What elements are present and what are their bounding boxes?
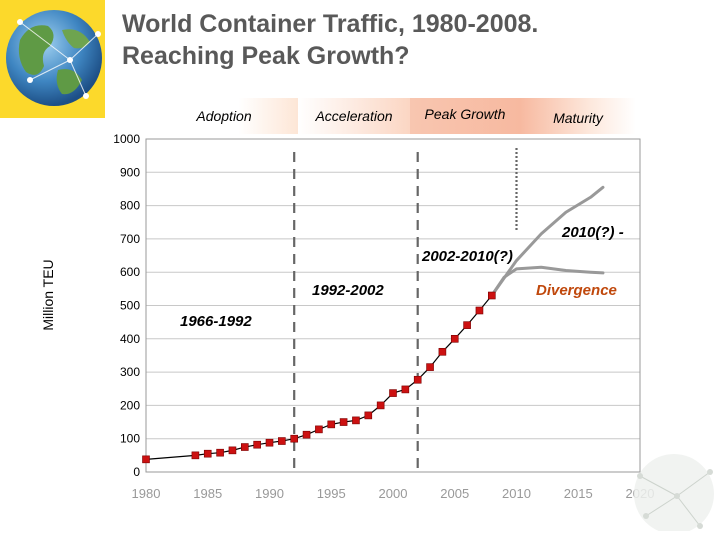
phase-peak-growth: Peak Growth — [410, 98, 520, 134]
x-tick-label: 2005 — [440, 486, 469, 501]
data-point — [413, 375, 422, 384]
annotation-1992-2002: 1992-2002 — [312, 282, 384, 299]
data-point — [438, 347, 447, 356]
projection-line-low — [490, 265, 605, 298]
phase-peak-growth-label: Peak Growth — [424, 106, 506, 122]
x-tick-label: 1985 — [193, 486, 222, 501]
annotation-2010: 2010(?) - — [562, 224, 624, 241]
y-axis-label: Million TEU — [40, 259, 56, 331]
annotation-divergence: Divergence — [536, 282, 617, 299]
plot-frame — [145, 138, 641, 473]
y-tick-label: 800 — [120, 199, 140, 213]
data-point — [203, 449, 212, 458]
phase-maturity-label: Maturity — [553, 110, 603, 126]
y-tick-label: 0 — [133, 465, 140, 479]
x-tick-label: 2010 — [502, 486, 531, 501]
y-tick-label: 700 — [120, 232, 140, 246]
data-point — [352, 416, 360, 425]
phase-acceleration-label: Acceleration — [315, 108, 393, 124]
x-tick-label: 1980 — [132, 486, 161, 501]
data-point — [142, 455, 150, 464]
data-point — [216, 448, 224, 457]
data-point — [463, 321, 471, 329]
data-point — [315, 425, 323, 434]
annotation-2002-2010: 2002-2010(?) — [422, 248, 513, 265]
data-point — [339, 418, 348, 426]
data-point — [475, 306, 484, 315]
y-tick-label: 100 — [120, 432, 140, 446]
title-line-1: World Container Traffic, 1980-2008. — [122, 10, 539, 38]
data-point — [191, 451, 200, 460]
globe-watermark-icon — [634, 454, 714, 531]
y-tick-label: 600 — [120, 265, 140, 279]
y-tick-label: 900 — [120, 165, 140, 179]
globe-logo-icon — [6, 10, 102, 106]
data-point — [426, 363, 434, 371]
data-point — [265, 438, 274, 447]
y-tick-label: 300 — [120, 365, 140, 379]
data-point — [241, 443, 249, 451]
data-point — [327, 420, 336, 429]
data-point — [450, 334, 459, 343]
slide-title: World Container Traffic, 1980-2008. Reac… — [122, 8, 712, 72]
projection-line-high — [490, 185, 605, 298]
phase-acceleration: Acceleration — [298, 98, 410, 134]
data-point — [302, 430, 311, 439]
data-point — [278, 437, 286, 445]
data-point — [253, 440, 261, 449]
data-point — [487, 291, 496, 300]
data-point — [376, 401, 385, 410]
x-tick-label: 2000 — [379, 486, 408, 501]
data-point — [401, 385, 410, 394]
phase-adoption-label: Adoption — [196, 108, 252, 124]
data-point — [228, 446, 237, 455]
y-tick-label: 200 — [120, 398, 140, 412]
data-point — [389, 389, 397, 397]
y-tick-label: 1000 — [113, 132, 140, 146]
title-line-2: Reaching Peak Growth? — [122, 42, 410, 70]
phase-maturity: Maturity — [520, 98, 636, 134]
y-tick-label: 500 — [120, 299, 140, 313]
annotation-1966-1992: 1966-1992 — [180, 313, 252, 330]
phase-adoption: Adoption — [150, 98, 298, 134]
y-tick-label: 400 — [120, 332, 140, 346]
data-point — [290, 434, 299, 443]
data-point — [364, 411, 373, 420]
x-tick-label: 1995 — [317, 486, 346, 501]
x-tick-label: 1990 — [255, 486, 284, 501]
x-tick-label: 2015 — [564, 486, 593, 501]
